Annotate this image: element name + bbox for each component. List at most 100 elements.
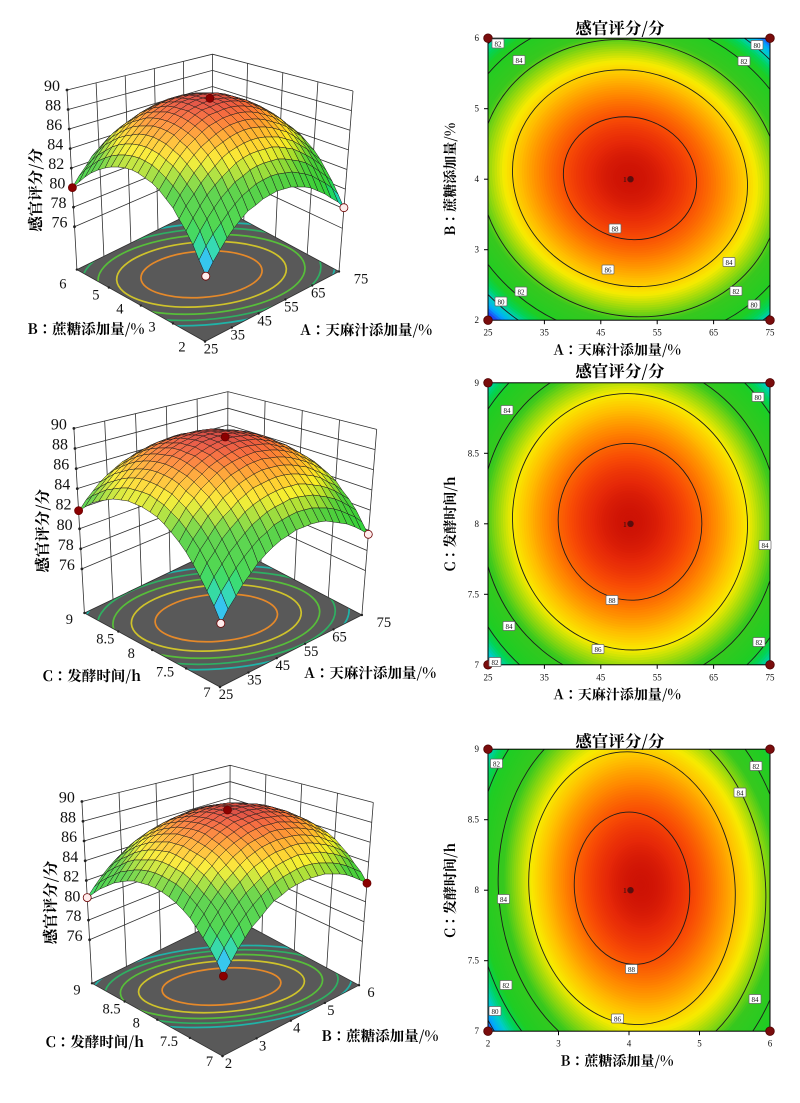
svg-text:84: 84: [47, 137, 63, 154]
svg-text:88: 88: [609, 597, 617, 605]
svg-text:6: 6: [59, 277, 66, 293]
svg-text:2: 2: [225, 1056, 232, 1072]
svg-text:84: 84: [54, 477, 70, 494]
svg-text:45: 45: [596, 672, 606, 682]
svg-text:4: 4: [293, 1021, 301, 1037]
svg-text:7.5: 7.5: [156, 665, 174, 681]
svg-text:80: 80: [57, 517, 73, 534]
svg-text:9: 9: [475, 378, 480, 388]
svg-text:1: 1: [623, 886, 627, 895]
svg-text:76: 76: [52, 215, 68, 232]
svg-text:35: 35: [540, 672, 550, 682]
svg-text:25: 25: [484, 672, 494, 682]
svg-text:90: 90: [51, 416, 67, 433]
svg-text:8.5: 8.5: [468, 448, 480, 458]
svg-text:80: 80: [751, 301, 759, 309]
svg-text:82: 82: [495, 40, 503, 48]
svg-text:9: 9: [475, 744, 480, 754]
svg-text:25: 25: [219, 687, 234, 703]
svg-text:75: 75: [766, 672, 776, 682]
svg-text:7.5: 7.5: [468, 589, 480, 599]
svg-text:84: 84: [516, 57, 524, 65]
svg-text:82: 82: [503, 982, 511, 990]
svg-text:35: 35: [540, 328, 550, 338]
svg-text:6: 6: [768, 1039, 773, 1049]
svg-text:55: 55: [304, 644, 319, 660]
svg-text:84: 84: [500, 896, 508, 904]
svg-text:8: 8: [475, 885, 480, 895]
svg-text:8: 8: [128, 646, 135, 662]
svg-text:82: 82: [741, 58, 749, 66]
svg-text:3: 3: [148, 320, 155, 336]
svg-text:82: 82: [493, 760, 501, 768]
svg-text:35: 35: [247, 673, 262, 689]
svg-text:1: 1: [623, 175, 627, 184]
svg-text:65: 65: [709, 328, 719, 338]
svg-text:8: 8: [475, 519, 480, 529]
svg-text:5: 5: [475, 104, 480, 114]
svg-text:82: 82: [756, 639, 764, 647]
svg-text:86: 86: [53, 457, 69, 474]
svg-text:88: 88: [612, 225, 620, 233]
svg-text:75: 75: [354, 272, 369, 288]
svg-text:76: 76: [59, 557, 75, 574]
svg-text:75: 75: [377, 615, 392, 631]
svg-text:78: 78: [66, 908, 82, 925]
svg-text:86: 86: [46, 117, 62, 134]
svg-text:88: 88: [45, 98, 61, 115]
svg-text:86: 86: [614, 1015, 622, 1023]
svg-text:45: 45: [596, 328, 606, 338]
svg-text:9: 9: [66, 612, 73, 628]
svg-text:90: 90: [44, 78, 60, 95]
svg-text:55: 55: [284, 300, 299, 316]
svg-text:7.5: 7.5: [160, 1034, 178, 1050]
svg-text:8.5: 8.5: [96, 632, 114, 648]
svg-text:84: 84: [506, 623, 514, 631]
svg-text:2: 2: [486, 1039, 491, 1049]
svg-text:55: 55: [653, 672, 663, 682]
svg-text:3: 3: [259, 1038, 266, 1054]
svg-text:82: 82: [518, 288, 526, 296]
svg-text:7.5: 7.5: [468, 956, 480, 966]
svg-text:82: 82: [56, 497, 72, 514]
svg-text:3: 3: [475, 245, 480, 255]
svg-text:86: 86: [61, 829, 77, 846]
svg-text:84: 84: [762, 542, 770, 550]
svg-text:82: 82: [492, 659, 500, 667]
svg-text:45: 45: [275, 658, 290, 674]
svg-text:84: 84: [737, 789, 745, 797]
svg-text:80: 80: [49, 176, 65, 193]
svg-text:8.5: 8.5: [468, 815, 480, 825]
svg-text:84: 84: [62, 849, 78, 866]
svg-text:88: 88: [52, 437, 68, 454]
svg-text:8.5: 8.5: [103, 1002, 121, 1018]
svg-text:65: 65: [709, 672, 719, 682]
svg-text:4: 4: [627, 1039, 632, 1049]
svg-text:84: 84: [504, 407, 512, 415]
svg-text:65: 65: [311, 286, 326, 302]
svg-text:90: 90: [59, 790, 75, 807]
svg-text:78: 78: [51, 195, 67, 212]
svg-text:75: 75: [766, 328, 776, 338]
svg-text:80: 80: [755, 394, 763, 402]
svg-text:76: 76: [67, 928, 83, 945]
svg-text:2: 2: [178, 340, 185, 356]
svg-text:5: 5: [327, 1003, 334, 1019]
svg-text:88: 88: [628, 966, 636, 974]
svg-text:82: 82: [63, 869, 79, 886]
svg-text:7: 7: [206, 1054, 213, 1070]
svg-text:86: 86: [595, 646, 603, 654]
svg-text:84: 84: [752, 996, 760, 1004]
svg-text:2: 2: [475, 315, 480, 325]
svg-text:7: 7: [475, 1026, 480, 1036]
svg-text:6: 6: [475, 33, 480, 43]
svg-text:80: 80: [492, 1008, 500, 1016]
svg-text:5: 5: [92, 288, 99, 304]
svg-text:65: 65: [332, 629, 347, 645]
svg-text:82: 82: [753, 763, 761, 771]
svg-text:82: 82: [48, 156, 64, 173]
svg-text:82: 82: [733, 288, 741, 296]
svg-text:1: 1: [623, 520, 627, 529]
svg-text:80: 80: [498, 298, 506, 306]
svg-text:5: 5: [697, 1039, 702, 1049]
